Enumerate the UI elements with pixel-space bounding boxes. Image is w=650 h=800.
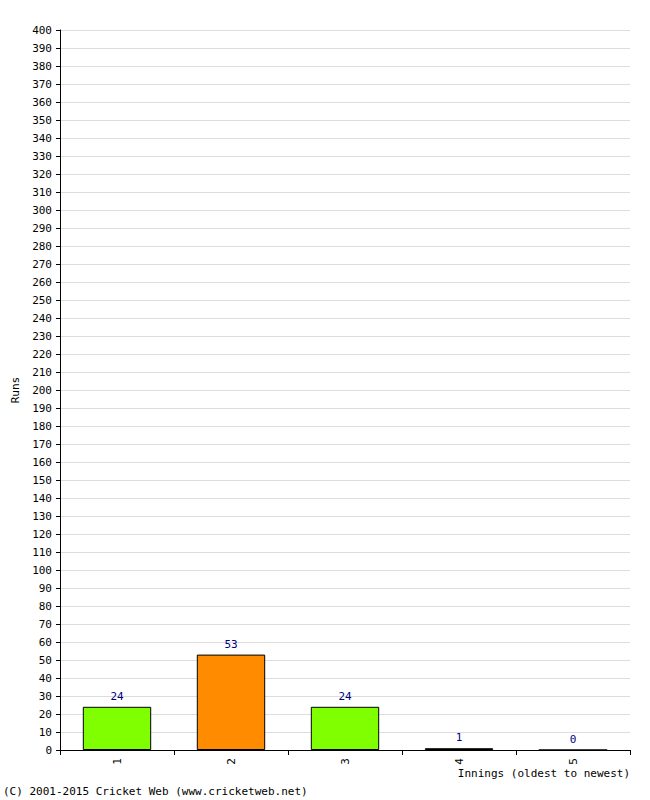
svg-text:190: 190 <box>32 402 52 415</box>
svg-text:270: 270 <box>32 258 52 271</box>
svg-text:60: 60 <box>39 636 52 649</box>
svg-text:4: 4 <box>453 758 466 765</box>
svg-text:(C) 2001-2015 Cricket Web (www: (C) 2001-2015 Cricket Web (www.cricketwe… <box>3 785 308 798</box>
svg-text:370: 370 <box>32 78 52 91</box>
svg-text:140: 140 <box>32 492 52 505</box>
svg-text:280: 280 <box>32 240 52 253</box>
svg-text:24: 24 <box>338 690 352 703</box>
svg-text:130: 130 <box>32 510 52 523</box>
svg-text:Innings (oldest to newest): Innings (oldest to newest) <box>458 767 630 780</box>
svg-text:300: 300 <box>32 204 52 217</box>
svg-text:350: 350 <box>32 114 52 127</box>
svg-text:230: 230 <box>32 330 52 343</box>
svg-text:290: 290 <box>32 222 52 235</box>
svg-text:340: 340 <box>32 132 52 145</box>
svg-text:180: 180 <box>32 420 52 433</box>
svg-text:220: 220 <box>32 348 52 361</box>
svg-text:240: 240 <box>32 312 52 325</box>
svg-text:160: 160 <box>32 456 52 469</box>
svg-text:320: 320 <box>32 168 52 181</box>
svg-text:150: 150 <box>32 474 52 487</box>
svg-text:80: 80 <box>39 600 52 613</box>
svg-text:170: 170 <box>32 438 52 451</box>
svg-text:1: 1 <box>456 731 463 744</box>
svg-text:24: 24 <box>110 690 124 703</box>
svg-text:360: 360 <box>32 96 52 109</box>
svg-text:30: 30 <box>39 690 52 703</box>
svg-text:400: 400 <box>32 24 52 37</box>
svg-text:90: 90 <box>39 582 52 595</box>
svg-text:310: 310 <box>32 186 52 199</box>
svg-text:20: 20 <box>39 708 52 721</box>
svg-text:53: 53 <box>224 638 237 651</box>
svg-text:380: 380 <box>32 60 52 73</box>
svg-text:390: 390 <box>32 42 52 55</box>
svg-text:1: 1 <box>111 758 124 765</box>
svg-text:40: 40 <box>39 672 52 685</box>
svg-text:200: 200 <box>32 384 52 397</box>
svg-text:210: 210 <box>32 366 52 379</box>
svg-text:70: 70 <box>39 618 52 631</box>
svg-text:5: 5 <box>567 758 580 765</box>
svg-text:0: 0 <box>45 744 52 757</box>
svg-text:250: 250 <box>32 294 52 307</box>
svg-text:100: 100 <box>32 564 52 577</box>
svg-text:260: 260 <box>32 276 52 289</box>
svg-text:2: 2 <box>225 758 238 765</box>
svg-text:110: 110 <box>32 546 52 559</box>
svg-text:10: 10 <box>39 726 52 739</box>
svg-text:330: 330 <box>32 150 52 163</box>
svg-text:Runs: Runs <box>9 377 22 404</box>
svg-text:50: 50 <box>39 654 52 667</box>
svg-text:120: 120 <box>32 528 52 541</box>
svg-text:0: 0 <box>570 733 577 746</box>
svg-text:3: 3 <box>339 758 352 765</box>
